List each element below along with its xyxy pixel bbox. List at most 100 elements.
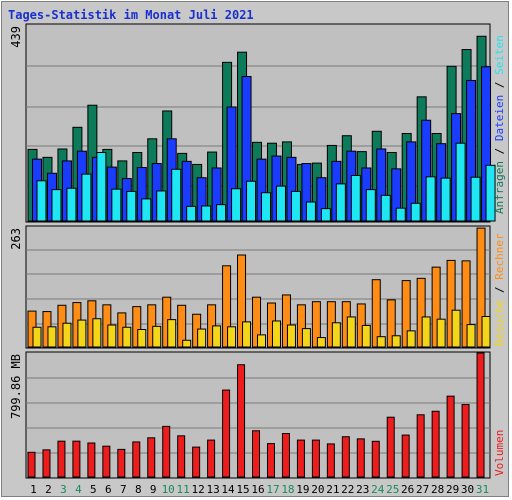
bar-kbytes-day-22 [341, 436, 350, 478]
x-tick-day-5: 5 [90, 483, 97, 496]
bar-seiten-day-8 [141, 198, 152, 222]
bar-rechner-day-24 [371, 279, 381, 348]
bar-kbytes-day-18 [281, 433, 290, 478]
legend-dateien: Dateien [493, 95, 506, 141]
bar-rechner-day-18 [281, 294, 291, 348]
bar-besuche-day-21 [331, 322, 341, 348]
bar-seiten-day-4 [81, 173, 92, 222]
bar-kbytes-day-3 [57, 440, 66, 478]
bar-rechner-day-15 [237, 254, 247, 348]
bar-rechner-day-29 [446, 259, 456, 348]
x-tick-day-27: 27 [416, 483, 429, 496]
bar-seiten-day-15 [246, 180, 257, 222]
bar-kbytes-day-14 [222, 389, 231, 478]
bar-kbytes-day-19 [296, 439, 305, 478]
bar-rechner-day-20 [311, 301, 321, 348]
x-tick-day-15: 15 [236, 483, 249, 496]
x-tick-day-25: 25 [386, 483, 399, 496]
bar-seiten-day-12 [201, 205, 212, 222]
bar-kbytes-day-13 [207, 439, 216, 478]
bar-besuche-day-28 [436, 318, 446, 348]
bar-rechner-day-8 [132, 306, 142, 348]
bar-seiten-day-14 [231, 188, 242, 222]
bar-besuche-day-13 [212, 325, 222, 348]
legend-hits: Anfragen / Dateien / Seiten [493, 35, 506, 214]
bar-kbytes-day-8 [132, 441, 141, 478]
bar-seiten-day-26 [410, 202, 421, 222]
bar-seiten-day-11 [186, 205, 197, 222]
bar-besuche-day-31 [481, 315, 491, 348]
x-tick-day-26: 26 [401, 483, 414, 496]
legend-seiten: Seiten [493, 35, 506, 75]
bar-seiten-day-19 [305, 201, 316, 222]
x-tick-day-10: 10 [162, 483, 175, 496]
bar-kbytes-day-12 [192, 446, 201, 478]
x-tick-day-8: 8 [135, 483, 142, 496]
x-tick-day-31: 31 [476, 483, 489, 496]
bar-kbytes-day-29 [446, 395, 455, 478]
bar-kbytes-day-20 [311, 439, 320, 478]
bar-rechner-day-16 [252, 296, 262, 348]
bar-besuche-day-19 [301, 328, 311, 348]
bar-besuche-day-18 [286, 324, 296, 348]
bar-seiten-day-7 [126, 190, 137, 222]
bar-kbytes-day-10 [162, 425, 171, 478]
bar-besuche-day-10 [167, 319, 177, 348]
bar-kbytes-day-24 [371, 440, 380, 478]
bar-seiten-day-27 [425, 176, 436, 222]
bar-besuche-day-6 [107, 324, 117, 348]
bar-kbytes-day-9 [147, 437, 156, 478]
bar-seiten-day-17 [275, 185, 286, 222]
bar-kbytes-day-21 [326, 443, 335, 478]
bar-seiten-day-18 [290, 190, 301, 222]
bar-besuche-day-8 [137, 329, 147, 348]
bar-kbytes-day-23 [356, 438, 365, 478]
x-tick-day-1: 1 [30, 483, 37, 496]
bar-seiten-day-16 [261, 192, 272, 222]
x-tick-day-6: 6 [105, 483, 112, 496]
x-tick-day-29: 29 [446, 483, 459, 496]
bar-besuche-day-15 [242, 321, 252, 348]
bar-besuche-day-3 [62, 322, 72, 348]
bar-besuche-day-9 [152, 325, 162, 348]
x-tick-day-12: 12 [192, 483, 205, 496]
bar-besuche-day-24 [376, 336, 386, 348]
bar-seiten-day-10 [171, 168, 182, 222]
bar-besuche-day-14 [227, 326, 237, 348]
bar-seiten-day-6 [111, 188, 122, 222]
bar-seiten-day-5 [96, 152, 107, 222]
legend-separator: / [493, 280, 506, 300]
bar-rechner-day-19 [296, 304, 306, 348]
bar-besuche-day-27 [421, 316, 431, 348]
x-tick-day-14: 14 [221, 483, 235, 496]
y-max-label-1: 439 [9, 26, 23, 48]
x-tick-day-9: 9 [150, 483, 157, 496]
bar-kbytes-day-25 [386, 416, 395, 478]
bar-rechner-day-26 [401, 280, 411, 348]
x-tick-day-13: 13 [206, 483, 219, 496]
bar-seiten-day-1 [36, 180, 47, 222]
bar-seiten-day-22 [350, 174, 361, 222]
bar-besuche-day-17 [271, 320, 281, 348]
x-tick-day-23: 23 [356, 483, 369, 496]
bar-kbytes-day-17 [266, 443, 275, 478]
bar-rechner-day-14 [222, 265, 232, 348]
x-tick-day-18: 18 [281, 483, 294, 496]
chart-title: Tages-Statistik im Monat Juli 2021 [8, 8, 254, 22]
bar-besuche-day-4 [77, 319, 87, 348]
legend-volumen: Volumen [493, 430, 506, 476]
x-tick-day-28: 28 [431, 483, 444, 496]
bar-kbytes-day-6 [102, 445, 111, 478]
bar-seiten-day-9 [156, 190, 167, 222]
bar-kbytes-day-11 [177, 435, 186, 478]
bar-besuche-day-25 [391, 335, 401, 348]
legend-anfragen: Anfragen [493, 161, 506, 214]
bar-besuche-day-30 [466, 324, 476, 348]
x-tick-day-20: 20 [311, 483, 324, 496]
bar-rechner-day-28 [431, 266, 441, 348]
bar-seiten-day-20 [320, 208, 331, 222]
bar-besuche-day-1 [32, 326, 42, 348]
bar-seiten-day-25 [395, 207, 406, 222]
bar-seiten-day-30 [470, 176, 481, 222]
legend-separator: / [493, 141, 506, 161]
